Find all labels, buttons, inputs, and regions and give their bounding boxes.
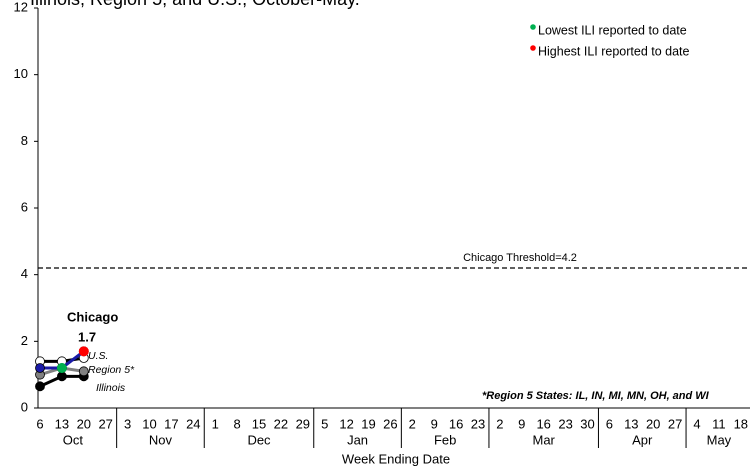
x-tick-label: 10 (142, 416, 156, 431)
x-tick-label: 1 (212, 416, 219, 431)
x-tick-label: 6 (36, 416, 43, 431)
note: *Region 5 States: IL, IN, MI, MN, OH, an… (482, 390, 710, 402)
x-tick-label: 15 (252, 416, 266, 431)
x-tick-label: 20 (646, 416, 660, 431)
series-label: Illinois (96, 382, 126, 394)
x-tick-label: 26 (383, 416, 397, 431)
y-tick-label: 12 (14, 0, 28, 14)
point (35, 363, 45, 373)
series-label: Region 5* (88, 364, 135, 376)
x-tick-label: 11 (712, 416, 726, 431)
month-label: Feb (434, 432, 456, 447)
point (78, 366, 89, 377)
x-tick-label: 13 (55, 416, 69, 431)
x-tick-label: 23 (471, 416, 485, 431)
month-label: Oct (63, 432, 84, 447)
legend-marker (530, 45, 536, 51)
x-tick-label: 29 (296, 416, 310, 431)
y-tick-label: 0 (21, 399, 28, 414)
y-tick-label: 6 (21, 199, 28, 214)
x-tick-label: 2 (496, 416, 503, 431)
chart-title: Illinois, Region 5, and U.S., October-Ma… (30, 0, 360, 9)
x-tick-label: 2 (409, 416, 416, 431)
y-tick-label: 8 (21, 133, 28, 148)
x-tick-label: 18 (734, 416, 748, 431)
y-tick-label: 2 (21, 333, 28, 348)
x-tick-label: 3 (124, 416, 131, 431)
month-label: Jan (347, 432, 368, 447)
threshold-label: Chicago Threshold=4.2 (463, 252, 577, 264)
x-tick-label: 22 (274, 416, 288, 431)
legend-marker (530, 24, 536, 30)
x-axis-title: Week Ending Date (342, 451, 450, 466)
x-tick-label: 9 (518, 416, 525, 431)
x-tick-label: 6 (606, 416, 613, 431)
x-tick-label: 27 (98, 416, 112, 431)
x-tick-label: 20 (77, 416, 91, 431)
legend-label: Lowest ILI reported to date (538, 23, 687, 37)
x-tick-label: 5 (321, 416, 328, 431)
point (57, 371, 67, 382)
series-label: Chicago (67, 309, 118, 324)
month-label: Mar (533, 432, 556, 447)
data-label: 1.7 (78, 329, 96, 344)
month-label: Nov (149, 432, 173, 447)
x-tick-label: 8 (233, 416, 240, 431)
x-tick-label: 13 (624, 416, 638, 431)
month-label: Dec (247, 432, 271, 447)
y-tick-label: 4 (21, 266, 28, 281)
highlight-point (78, 346, 89, 357)
x-tick-label: 30 (580, 416, 594, 431)
x-tick-label: 24 (186, 416, 200, 431)
x-tick-label: 4 (693, 416, 700, 431)
x-tick-label: 12 (339, 416, 353, 431)
x-tick-label: 16 (449, 416, 463, 431)
y-tick-label: 10 (14, 66, 28, 81)
month-label: Apr (632, 432, 653, 447)
x-tick-label: 23 (558, 416, 572, 431)
legend-label: Highest ILI reported to date (538, 44, 690, 58)
series-label: U.S. (88, 350, 108, 362)
highlight-point (56, 363, 67, 373)
month-label: May (707, 432, 732, 447)
x-tick-label: 19 (361, 416, 375, 431)
x-tick-label: 16 (536, 416, 550, 431)
x-tick-label: 27 (668, 416, 682, 431)
x-tick-label: 17 (164, 416, 178, 431)
x-tick-label: 9 (431, 416, 438, 431)
point (35, 381, 45, 392)
